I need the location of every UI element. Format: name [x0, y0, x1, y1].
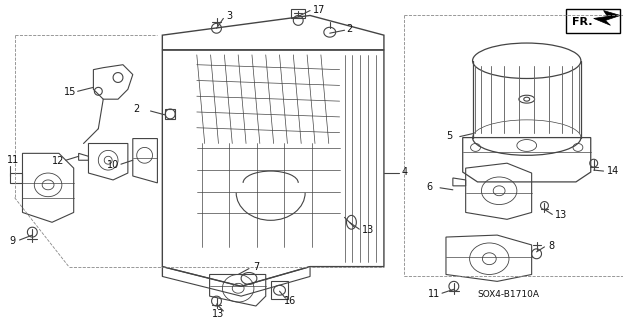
Text: 2: 2: [133, 104, 139, 114]
Bar: [566, 9, 620, 33]
Text: 12: 12: [52, 156, 65, 166]
Text: 11: 11: [428, 289, 440, 299]
Text: 9: 9: [9, 236, 16, 246]
Polygon shape: [593, 11, 620, 25]
Text: 14: 14: [607, 166, 619, 176]
Text: 13: 13: [362, 225, 374, 235]
Text: 8: 8: [548, 241, 555, 251]
Text: 15: 15: [64, 87, 76, 97]
Text: 6: 6: [426, 182, 433, 192]
Text: 16: 16: [283, 296, 296, 306]
Text: 7: 7: [253, 262, 259, 272]
Text: 13: 13: [555, 210, 568, 220]
Text: 13: 13: [212, 309, 224, 319]
Text: SOX4-B1710A: SOX4-B1710A: [477, 290, 539, 299]
Text: 2: 2: [347, 24, 353, 34]
Bar: [165, 109, 175, 119]
Text: 11: 11: [7, 155, 19, 165]
Text: 4: 4: [402, 167, 408, 177]
Text: 5: 5: [446, 131, 452, 140]
Text: 10: 10: [107, 160, 119, 170]
Text: 17: 17: [313, 4, 325, 14]
Bar: [271, 281, 288, 299]
Text: 3: 3: [226, 12, 232, 21]
Text: FR.: FR.: [572, 17, 593, 28]
Bar: [291, 9, 305, 19]
